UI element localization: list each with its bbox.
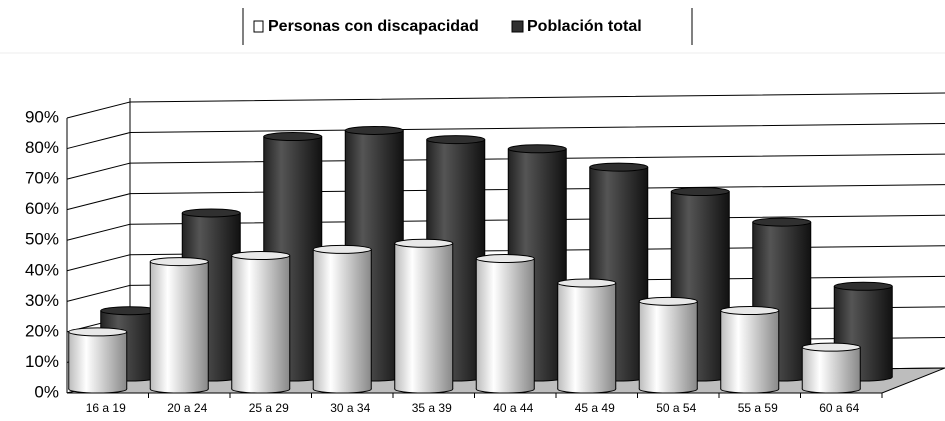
y-tick-label: 90% bbox=[25, 107, 59, 126]
bar-body bbox=[720, 310, 779, 389]
bar bbox=[312, 244, 372, 394]
x-tick-label: 30 a 34 bbox=[330, 401, 370, 415]
bar bbox=[231, 251, 291, 394]
bar-top bbox=[149, 257, 209, 267]
bar bbox=[394, 238, 454, 394]
bar-top bbox=[557, 278, 617, 288]
y-tick-label: 20% bbox=[25, 321, 59, 340]
bar-top bbox=[638, 296, 698, 306]
bar bbox=[68, 327, 128, 394]
bar bbox=[720, 306, 780, 394]
bar-top bbox=[68, 327, 128, 337]
x-tick-label: 50 a 54 bbox=[656, 401, 696, 415]
y-tick-label: 70% bbox=[25, 169, 59, 188]
bar-top bbox=[720, 306, 780, 315]
bar-body bbox=[313, 249, 372, 389]
bar-body bbox=[802, 347, 861, 389]
bar-top bbox=[833, 281, 893, 291]
y-tick-label: 80% bbox=[25, 138, 59, 157]
x-tick-label: 60 a 64 bbox=[819, 401, 859, 415]
bar bbox=[475, 254, 535, 394]
x-tick-label: 16 a 19 bbox=[86, 401, 126, 415]
y-tick-label: 40% bbox=[25, 260, 59, 279]
legend-label: Personas con discapacidad bbox=[268, 18, 479, 35]
bar-top bbox=[426, 135, 486, 145]
bar-top bbox=[344, 125, 404, 135]
bar-body bbox=[394, 243, 453, 389]
bar-top bbox=[394, 238, 454, 248]
bar bbox=[638, 296, 698, 394]
bar-body bbox=[231, 255, 290, 389]
x-tick-label: 45 a 49 bbox=[575, 401, 615, 415]
bar-top bbox=[589, 162, 649, 172]
bar-top bbox=[475, 254, 535, 264]
y-tick-label: 50% bbox=[25, 230, 59, 249]
legend-swatch bbox=[511, 20, 524, 33]
y-tick-label: 0% bbox=[34, 382, 59, 401]
grid-line bbox=[66, 123, 945, 150]
bar-top bbox=[181, 208, 241, 218]
x-tick-label: 35 a 39 bbox=[412, 401, 452, 415]
x-tick-label: 20 a 24 bbox=[167, 401, 207, 415]
bar-top bbox=[312, 244, 372, 254]
bar-top bbox=[263, 132, 323, 142]
bar-top bbox=[231, 251, 291, 260]
x-tick-label: 40 a 44 bbox=[493, 401, 533, 415]
x-tick-label: 55 a 59 bbox=[738, 401, 778, 415]
legend: Personas con discapacidad Población tota… bbox=[242, 8, 693, 45]
bar bbox=[801, 342, 861, 394]
bar bbox=[149, 257, 209, 394]
legend-label: Población total bbox=[527, 18, 642, 35]
grid-line bbox=[66, 92, 945, 119]
y-tick-label: 10% bbox=[25, 352, 59, 371]
x-tick-label: 25 a 29 bbox=[249, 401, 289, 415]
bar-top bbox=[507, 144, 567, 154]
bar-top bbox=[670, 187, 730, 197]
bar-body bbox=[68, 331, 127, 389]
bar-body bbox=[476, 258, 535, 389]
bar-body bbox=[150, 261, 209, 389]
bar-top bbox=[801, 342, 861, 352]
grid-line bbox=[66, 153, 945, 180]
bar-body bbox=[639, 301, 698, 389]
grid-line bbox=[66, 184, 945, 211]
bar-top bbox=[752, 217, 812, 227]
y-tick-label: 30% bbox=[25, 291, 59, 310]
legend-swatch bbox=[253, 20, 264, 33]
y-tick-label: 60% bbox=[25, 199, 59, 218]
bar bbox=[557, 278, 617, 394]
bar-body bbox=[557, 283, 616, 389]
